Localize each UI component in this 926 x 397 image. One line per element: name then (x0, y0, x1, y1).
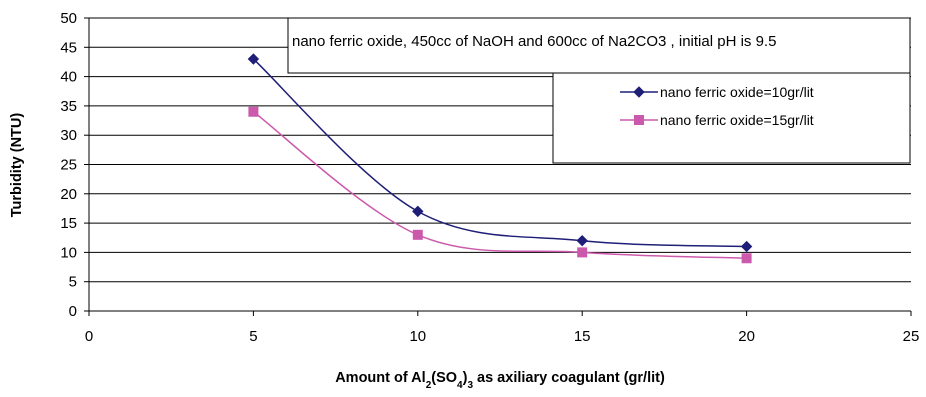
x-axis-title-suffix: as axiliary coagulant (gr/lit) (473, 370, 665, 386)
legend-items: nano ferric oxide=10gr/lit nano ferric ox… (620, 84, 814, 128)
y-tick-label: 30 (60, 127, 77, 144)
data-point (247, 53, 260, 65)
legend-marker (634, 115, 644, 125)
x-axis-title-mid: (SO (431, 370, 457, 386)
data-point (740, 240, 753, 253)
y-tick-labels: 0 5 10 15 20 25 30 35 40 45 50 (60, 10, 77, 320)
legend-item-2: nano ferric oxide=15gr/lit (620, 112, 814, 128)
y-tick-label: 15 (60, 215, 77, 232)
annotation-text: nano ferric oxide, 450cc of NaOH and 600… (292, 33, 776, 50)
series-1 (247, 53, 753, 253)
legend-marker (633, 86, 645, 98)
data-point (576, 234, 588, 247)
x-tick-label: 20 (738, 328, 755, 345)
y-tick-label: 25 (60, 157, 77, 174)
series-line-2 (252, 111, 747, 260)
data-point (412, 229, 423, 240)
annotation-box: nano ferric oxide, 450cc of NaOH and 600… (287, 17, 911, 74)
legend-label: nano ferric oxide=15gr/lit (660, 112, 814, 128)
y-tick-label: 10 (60, 244, 77, 261)
data-point (577, 247, 588, 258)
y-tick-label: 35 (60, 98, 77, 115)
x-axis-title: Amount of Al2(SO4)3 as axiliary coagulan… (335, 370, 665, 391)
x-axis-title-prefix: Amount of Al (335, 370, 425, 386)
y-tick-label: 45 (60, 39, 77, 56)
series-2 (248, 106, 752, 264)
x-tick-label: 5 (249, 328, 257, 345)
data-point (741, 253, 752, 264)
x-axis-title-sub2: 4 (457, 380, 463, 391)
y-axis-title: Turbidity (NTU) (9, 113, 25, 218)
data-point (412, 205, 424, 218)
y-tick-label: 40 (60, 69, 77, 86)
x-tick-label: 25 (903, 328, 920, 345)
y-tick-label: 0 (69, 303, 77, 320)
y-tick-label: 20 (60, 186, 77, 203)
x-tick-label: 15 (574, 328, 591, 345)
data-point (248, 106, 259, 117)
x-axis-title-sub1: 2 (426, 380, 432, 391)
x-tick-label: 10 (409, 328, 426, 345)
y-tick-label: 50 (60, 10, 77, 27)
x-axis-title-close: ) (463, 370, 468, 386)
y-tick-label: 5 (69, 274, 77, 291)
legend-label: nano ferric oxide=10gr/lit (660, 84, 814, 100)
legend: nano ferric oxide=10gr/lit nano ferric ox… (552, 72, 911, 164)
x-axis-title-sub3: 3 (467, 380, 473, 391)
legend-frame (552, 72, 911, 164)
annotation-frame (287, 17, 911, 74)
x-tick-label: 0 (85, 328, 93, 345)
axes (84, 17, 912, 316)
series-line-1 (252, 58, 747, 248)
series-lines (247, 53, 753, 264)
legend-item-1: nano ferric oxide=10gr/lit (620, 84, 814, 100)
x-tick-labels: 0 5 10 15 20 25 (85, 328, 920, 345)
